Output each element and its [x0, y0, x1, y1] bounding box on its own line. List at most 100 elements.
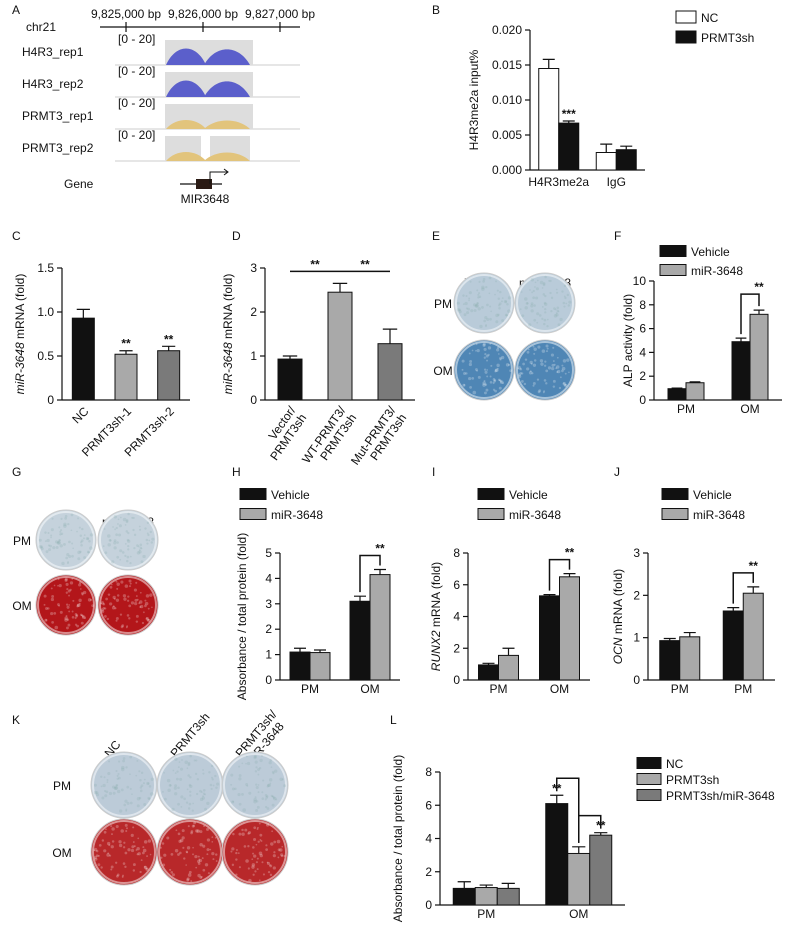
x-tick-label: IgG [607, 175, 626, 189]
panel-letter: D [232, 229, 241, 243]
texture [209, 848, 212, 851]
texture [48, 548, 52, 552]
well-rim [158, 753, 222, 817]
bar [496, 887, 520, 906]
texture [561, 364, 564, 367]
texture [466, 311, 470, 315]
texture [550, 310, 553, 313]
texture [117, 760, 121, 763]
error-bar [501, 882, 515, 889]
texture [283, 854, 286, 857]
texture [132, 863, 136, 867]
texture [469, 280, 472, 283]
texture [261, 791, 264, 794]
error-bar [119, 350, 133, 355]
texture [215, 786, 218, 790]
texture [40, 545, 44, 549]
culture-well [453, 272, 515, 334]
texture [199, 797, 204, 802]
texture [489, 381, 493, 384]
texture [531, 372, 534, 375]
track-name: H4R3_rep2 [22, 77, 84, 91]
texture [482, 343, 486, 347]
texture [79, 534, 83, 537]
texture [122, 862, 126, 865]
texture [69, 588, 72, 592]
texture [556, 369, 561, 374]
texture [273, 851, 276, 854]
texture [112, 526, 114, 528]
texture [118, 524, 122, 528]
texture [150, 777, 154, 781]
texture [71, 542, 74, 545]
texture [78, 598, 82, 603]
texture [136, 598, 139, 601]
y-axis-label: RUNX2 mRNA (fold) [429, 562, 443, 671]
texture [482, 280, 485, 283]
texture [196, 778, 200, 781]
texture [82, 590, 87, 595]
texture [482, 277, 486, 281]
texture [100, 602, 103, 605]
texture [126, 625, 129, 628]
track-range: [0 - 20] [118, 32, 155, 46]
texture [526, 350, 530, 354]
track-range: [0 - 20] [118, 128, 155, 142]
texture [139, 591, 142, 594]
texture [159, 846, 162, 849]
texture [124, 851, 128, 855]
texture [265, 796, 269, 799]
texture [132, 841, 135, 844]
texture [51, 620, 54, 624]
texture [244, 828, 248, 832]
texture [241, 832, 245, 836]
texture [108, 538, 112, 542]
texture [532, 296, 536, 300]
texture [137, 837, 140, 840]
bar [327, 291, 353, 401]
texture [142, 851, 145, 855]
texture [163, 771, 165, 774]
texture [257, 768, 261, 772]
texture [537, 390, 541, 394]
texture [140, 789, 143, 793]
texture [216, 782, 220, 786]
legend-label: PRMT3sh [701, 31, 754, 45]
texture [58, 526, 61, 529]
texture [489, 375, 492, 378]
gene-name: MIR3648 [181, 192, 230, 206]
legend-label: Vehicle [691, 245, 730, 259]
texture [269, 778, 273, 782]
texture [482, 383, 486, 387]
texture [266, 861, 270, 865]
texture [174, 849, 179, 853]
texture [526, 302, 529, 305]
texture [126, 614, 130, 617]
texture [202, 769, 204, 771]
texture [139, 605, 142, 609]
texture [509, 369, 513, 373]
texture [187, 825, 190, 828]
texture [456, 301, 460, 305]
texture [97, 863, 101, 867]
texture [482, 381, 486, 385]
texture [142, 782, 145, 785]
texture [477, 307, 481, 311]
y-tick-label: 2 [250, 305, 257, 319]
legend-label: miR-3648 [693, 508, 745, 522]
texture [530, 362, 533, 365]
texture [532, 381, 536, 385]
texture [122, 757, 126, 760]
texture [197, 855, 200, 858]
texture [529, 289, 531, 291]
texture [130, 833, 134, 837]
texture [64, 618, 68, 622]
texture [144, 601, 149, 606]
texture [115, 770, 118, 772]
texture [81, 591, 84, 595]
texture [166, 778, 171, 783]
texture [497, 378, 501, 382]
texture [526, 367, 530, 371]
panel-letter: L [390, 713, 397, 727]
texture [130, 601, 135, 605]
